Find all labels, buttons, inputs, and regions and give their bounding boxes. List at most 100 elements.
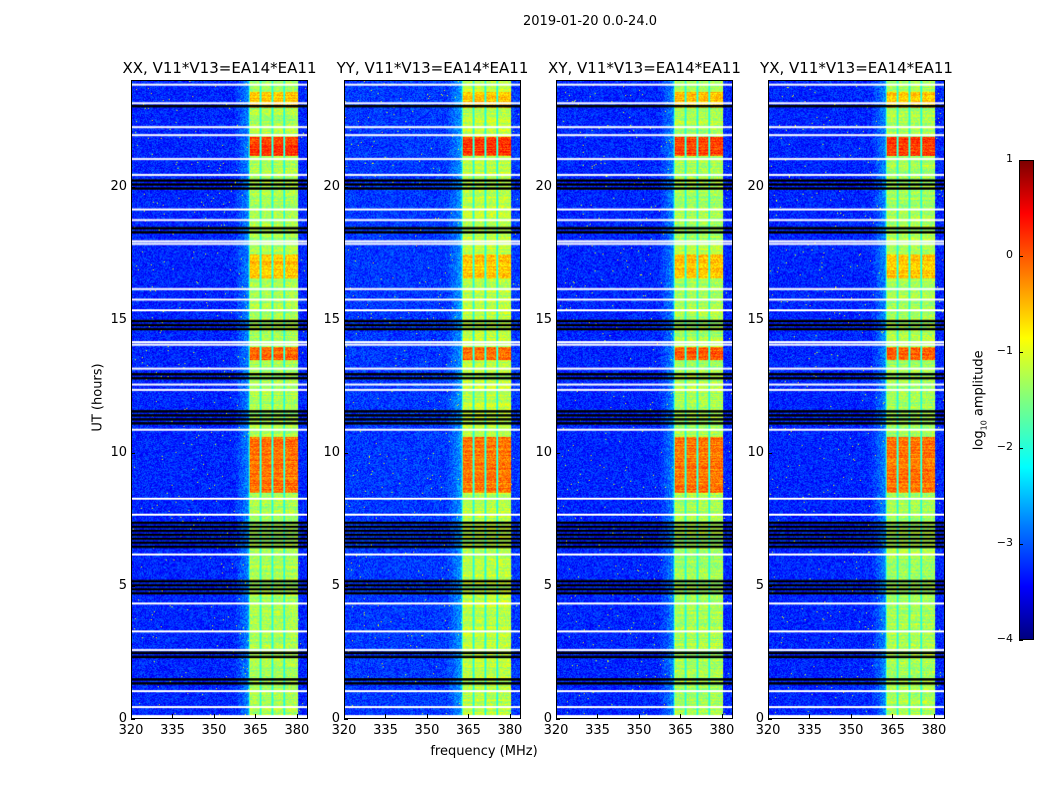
x-tick-label: 365 <box>456 723 481 738</box>
panel-title: XX, V11*V13=EA14*EA11 <box>122 59 317 77</box>
panel-title: YX, V11*V13=EA14*EA11 <box>760 59 953 77</box>
heatmap-panel <box>768 80 945 719</box>
colorbar-tick-label: −2 <box>996 440 1013 453</box>
y-tick-label: 10 <box>110 444 127 460</box>
x-tick-mark <box>509 714 511 718</box>
x-tick-mark <box>933 714 935 718</box>
x-tick-mark <box>892 714 894 718</box>
colorbar-tick-label: 0 <box>1006 248 1013 261</box>
x-axis-label: frequency (MHz) <box>430 744 538 759</box>
y-tick-mark <box>768 452 772 454</box>
x-tick-mark <box>597 714 599 718</box>
x-tick-label: 380 <box>921 723 947 738</box>
y-tick-label: 20 <box>535 178 552 194</box>
y-tick-mark <box>556 452 560 454</box>
colorbar-tick-mark <box>1019 544 1023 545</box>
y-tick-label: 10 <box>323 444 340 460</box>
x-tick-label: 320 <box>755 723 781 738</box>
y-tick-mark <box>344 719 348 720</box>
colorbar-tick-mark <box>1019 256 1023 257</box>
y-tick-label: 5 <box>118 577 127 593</box>
heatmap-image <box>769 81 944 718</box>
y-tick-label: 20 <box>323 178 340 194</box>
x-tick-label: 335 <box>797 723 822 738</box>
x-tick-mark <box>768 714 769 718</box>
y-tick-mark <box>131 319 135 321</box>
x-tick-label: 365 <box>668 723 693 738</box>
y-tick-label: 20 <box>747 178 764 194</box>
x-tick-mark <box>131 714 132 718</box>
y-tick-label: 5 <box>755 577 764 593</box>
x-tick-mark <box>385 714 387 718</box>
y-tick-label: 5 <box>543 577 552 593</box>
y-tick-label: 0 <box>331 711 340 726</box>
x-tick-label: 320 <box>543 723 569 738</box>
y-tick-label: 5 <box>331 577 340 593</box>
y-tick-label: 15 <box>747 311 764 327</box>
y-tick-label: 10 <box>747 444 764 460</box>
x-tick-label: 380 <box>709 723 735 738</box>
x-tick-mark <box>638 714 640 718</box>
y-tick-label: 15 <box>323 311 340 327</box>
x-tick-label: 335 <box>585 723 610 738</box>
y-axis-label: UT (hours) <box>90 363 106 432</box>
y-tick-label: 15 <box>110 311 127 327</box>
y-tick-label: 0 <box>543 711 552 726</box>
y-tick-mark <box>768 319 772 321</box>
x-tick-mark <box>213 714 215 718</box>
y-tick-mark <box>344 319 348 321</box>
heatmap-image <box>557 81 732 718</box>
x-tick-mark <box>680 714 682 718</box>
y-tick-mark <box>768 186 772 188</box>
x-tick-label: 350 <box>838 723 864 738</box>
y-tick-mark <box>131 186 135 188</box>
x-tick-mark <box>468 714 470 718</box>
colorbar-tick-mark <box>1019 160 1023 161</box>
x-tick-label: 350 <box>626 723 652 738</box>
colorbar-tick-label: −3 <box>996 536 1013 549</box>
y-tick-mark <box>131 452 135 454</box>
y-tick-mark <box>768 719 772 720</box>
x-tick-label: 350 <box>414 723 440 738</box>
x-tick-label: 335 <box>160 723 185 738</box>
y-tick-mark <box>556 319 560 321</box>
colorbar <box>1019 160 1034 640</box>
y-tick-mark <box>344 186 348 188</box>
y-tick-mark <box>131 719 135 720</box>
colorbar-tick-mark <box>1019 352 1023 353</box>
colorbar-tick-label: 1 <box>1006 152 1013 165</box>
x-tick-mark <box>255 714 257 718</box>
y-tick-mark <box>768 585 772 587</box>
y-tick-mark <box>556 585 560 587</box>
y-tick-mark <box>556 719 560 720</box>
x-tick-label: 320 <box>331 723 357 738</box>
x-tick-mark <box>344 714 345 718</box>
heatmap-panel <box>344 80 521 719</box>
y-tick-mark <box>556 186 560 188</box>
x-tick-mark <box>721 714 723 718</box>
colorbar-tick-label: −4 <box>996 632 1013 645</box>
y-tick-mark <box>344 585 348 587</box>
panel-title: XY, V11*V13=EA14*EA11 <box>548 59 741 77</box>
colorbar-tick-mark <box>1019 640 1023 641</box>
x-tick-label: 380 <box>284 723 310 738</box>
x-tick-mark <box>850 714 852 718</box>
x-tick-mark <box>172 714 174 718</box>
y-tick-label: 20 <box>110 178 127 194</box>
y-tick-label: 0 <box>118 711 127 726</box>
y-tick-label: 10 <box>535 444 552 460</box>
figure-title: 2019-01-20 0.0-24.0 <box>523 14 657 29</box>
panel-title: YY, V11*V13=EA14*EA11 <box>336 59 529 77</box>
x-tick-label: 380 <box>497 723 523 738</box>
y-tick-label: 0 <box>755 711 764 726</box>
x-tick-label: 350 <box>201 723 227 738</box>
heatmap-image <box>345 81 520 718</box>
colorbar-tick-label: −1 <box>996 344 1013 357</box>
y-tick-mark <box>131 585 135 587</box>
x-tick-mark <box>809 714 811 718</box>
y-tick-label: 15 <box>535 311 552 327</box>
heatmap-panel <box>556 80 733 719</box>
x-tick-label: 365 <box>243 723 268 738</box>
colorbar-tick-mark <box>1019 448 1023 449</box>
